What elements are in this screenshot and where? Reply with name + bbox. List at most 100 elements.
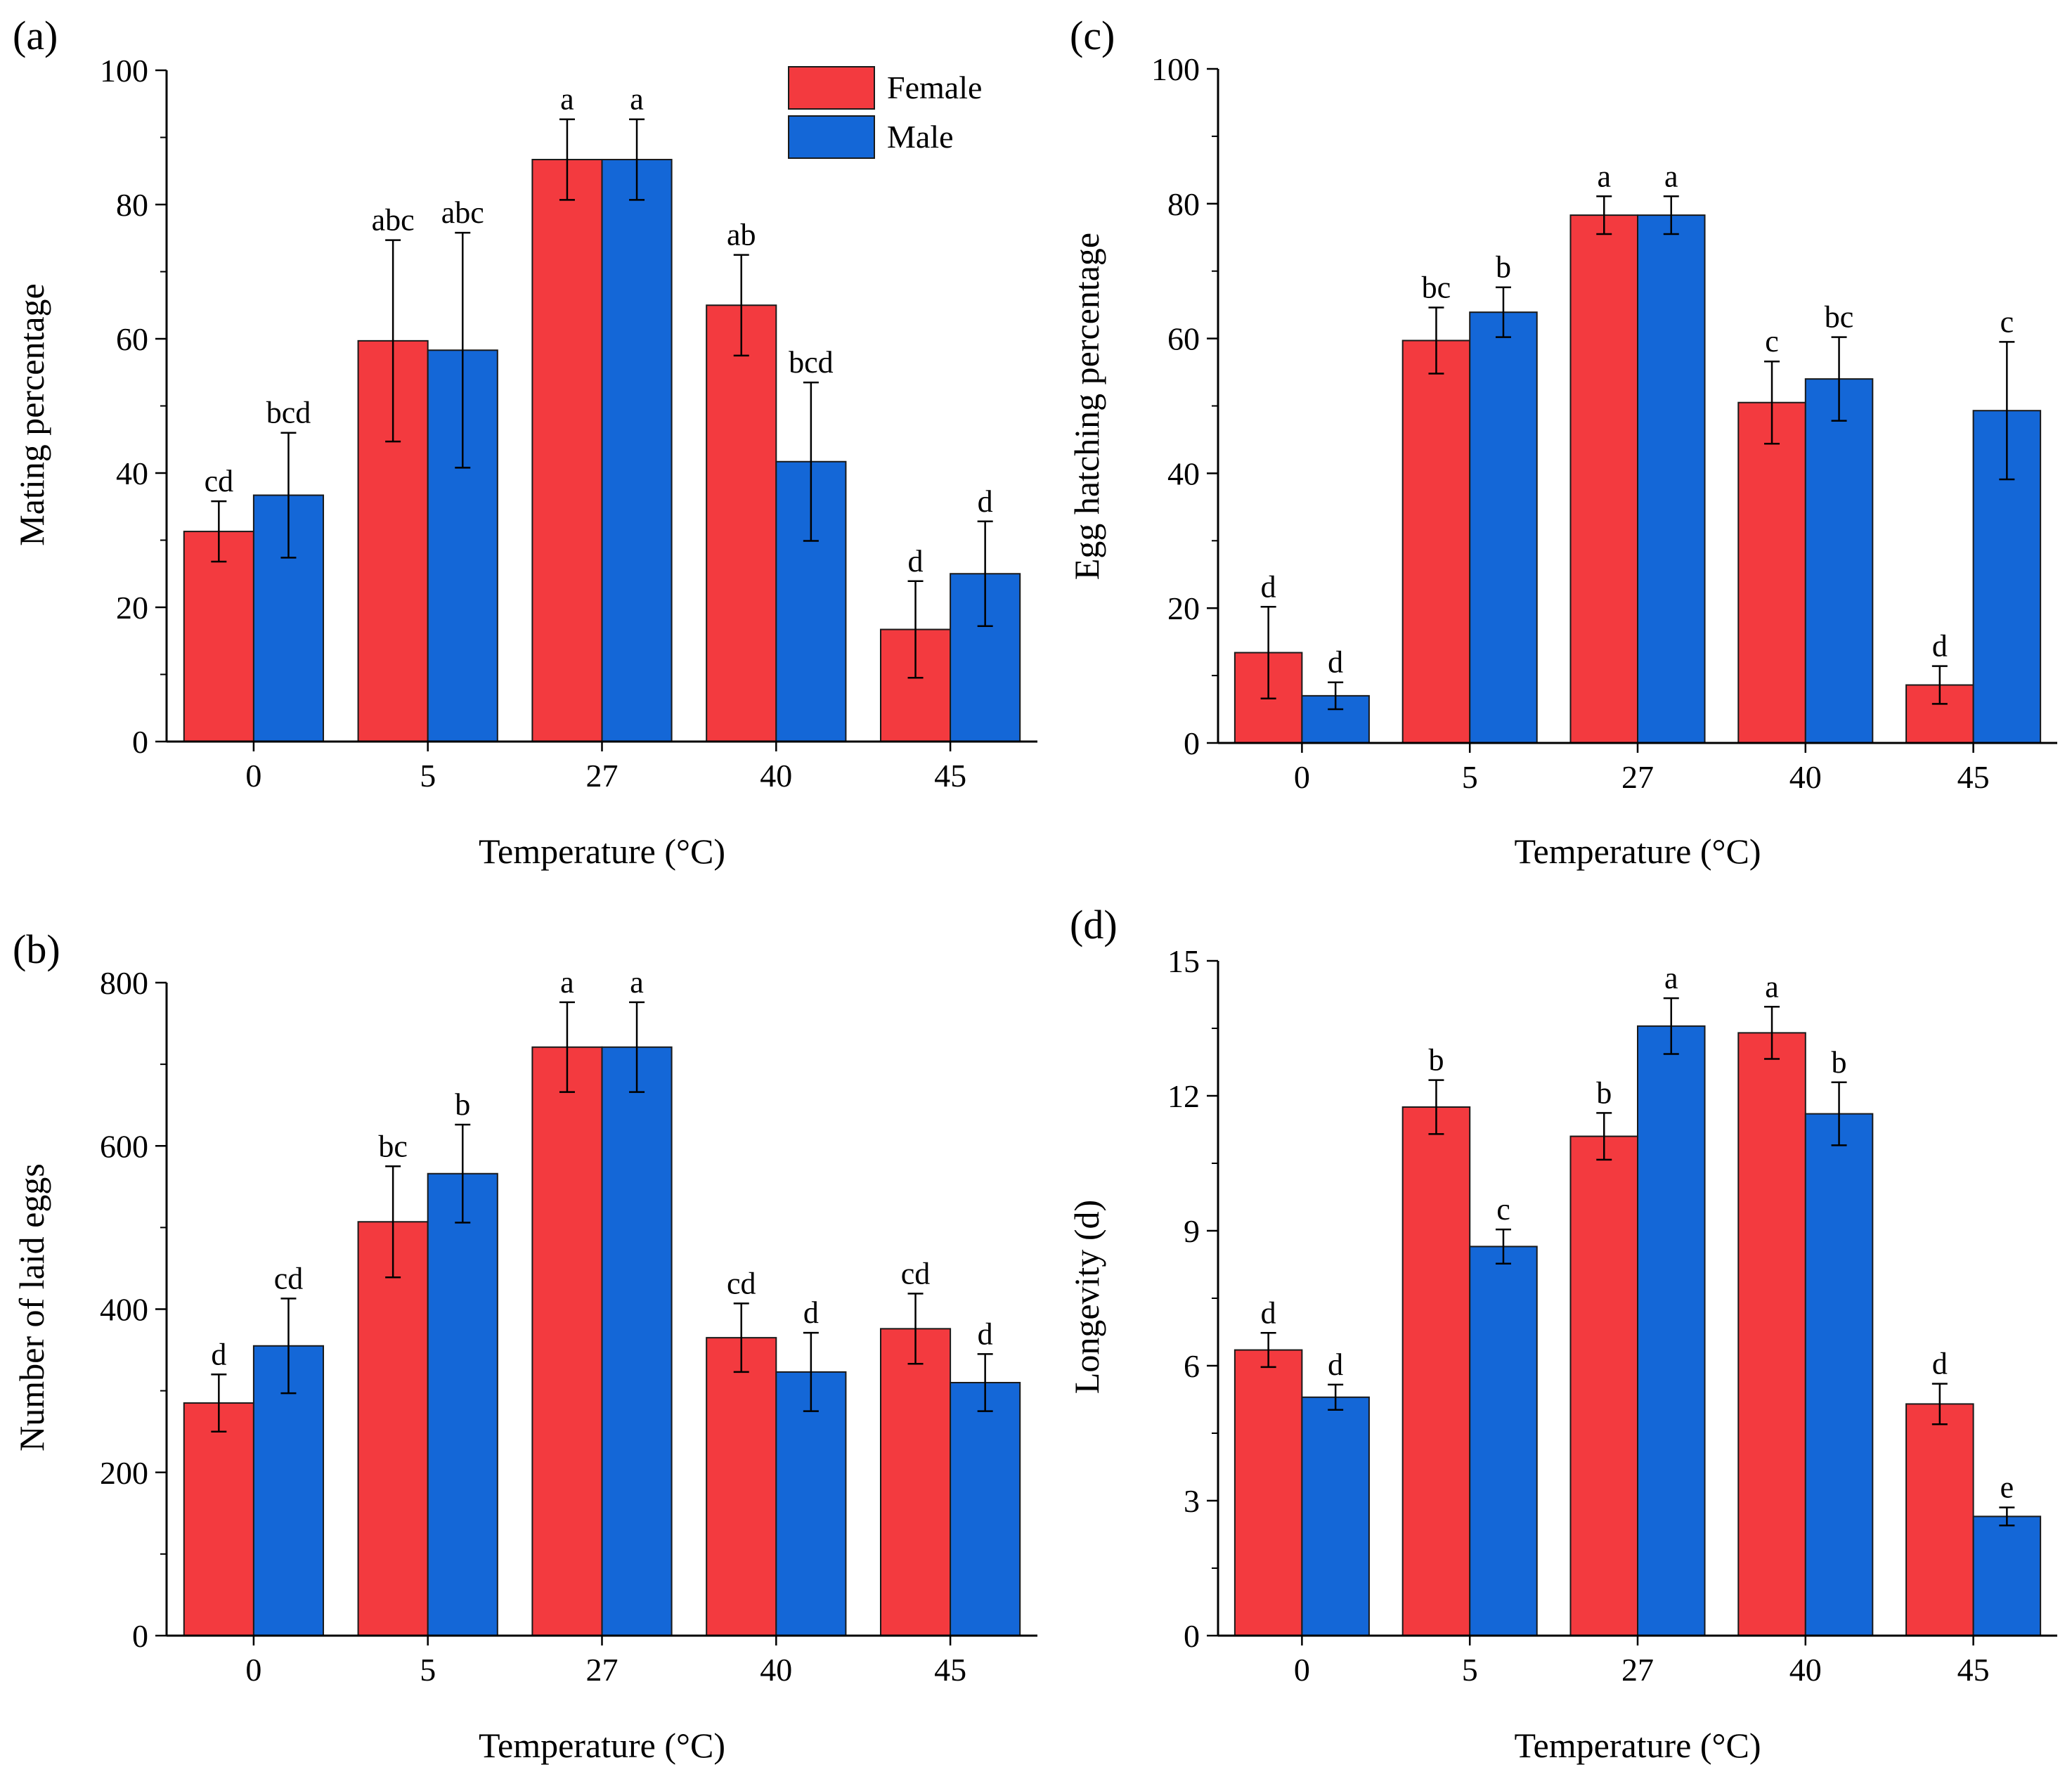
bar-female-27 xyxy=(1569,214,1638,744)
significance-letter-male-40: bc xyxy=(1825,300,1854,335)
significance-letter-female-5: bc xyxy=(378,1129,408,1163)
significance-letter-female-40: ab xyxy=(727,218,756,252)
significance-letter-male-27: a xyxy=(1664,159,1678,193)
bar-female-27 xyxy=(1569,1135,1638,1636)
y-tick-label-9: 9 xyxy=(1184,1213,1200,1249)
x-tick-label-5: 5 xyxy=(420,758,436,794)
significance-letter-female-27: a xyxy=(560,82,574,117)
x-tick-label-45: 45 xyxy=(934,1652,966,1688)
x-tick-label-5: 5 xyxy=(420,1652,436,1688)
y-tick-label-3: 3 xyxy=(1184,1483,1200,1519)
bar-female-0 xyxy=(183,531,254,743)
y-tick-label-6: 6 xyxy=(1184,1348,1200,1384)
bar-male-0 xyxy=(1301,1396,1370,1637)
y-tick-label-60: 60 xyxy=(116,321,148,357)
x-tick-label-5: 5 xyxy=(1462,759,1478,795)
significance-letter-female-0: d xyxy=(1261,569,1276,604)
legend-swatch-female xyxy=(788,66,875,110)
y-axis-title: Egg hatching percentage xyxy=(1067,233,1106,580)
significance-letter-male-27: a xyxy=(630,82,644,117)
y-tick-label-0: 0 xyxy=(1184,1618,1200,1654)
significance-letter-male-5: b xyxy=(1496,250,1511,285)
legend-label-female: Female xyxy=(887,70,982,105)
significance-letter-male-5: b xyxy=(455,1087,470,1122)
bar-female-0 xyxy=(1234,1349,1303,1636)
significance-letter-female-27: a xyxy=(1597,159,1611,193)
significance-letter-female-0: d xyxy=(211,1337,226,1371)
y-axis-title: Number of laid eggs xyxy=(12,1163,51,1451)
panel-b: d cd 0 bc b 5 a a 27 cd d 40 cd d 45 0 200 400 600 800 Tempe… xyxy=(12,926,1037,1765)
significance-letter-female-0: cd xyxy=(205,464,234,498)
x-tick-label-0: 0 xyxy=(245,1652,261,1688)
significance-letter-female-27: b xyxy=(1596,1075,1612,1110)
x-tick-label-40: 40 xyxy=(760,758,792,794)
bar-male-5 xyxy=(427,1172,498,1637)
bar-male-5 xyxy=(1469,311,1538,744)
bar-female-45 xyxy=(1905,1403,1974,1637)
bar-male-40 xyxy=(775,1371,847,1636)
bar-male-27 xyxy=(601,159,673,742)
significance-letter-female-5: b xyxy=(1428,1043,1444,1078)
significance-letter-male-45: d xyxy=(978,484,993,519)
x-tick-label-40: 40 xyxy=(760,1652,792,1688)
significance-letter-male-27: a xyxy=(1664,961,1678,995)
significance-letter-male-0: d xyxy=(1328,645,1343,680)
x-tick-label-0: 0 xyxy=(1294,1652,1310,1688)
x-tick-label-45: 45 xyxy=(934,758,966,794)
bar-female-40 xyxy=(1737,401,1806,744)
y-axis-title: Longevity (d) xyxy=(1067,1200,1106,1394)
panel-label: (c) xyxy=(1070,13,1115,58)
x-axis-title: Temperature (°C) xyxy=(1514,832,1761,871)
bar-female-45 xyxy=(879,1328,952,1636)
bar-female-40 xyxy=(706,304,777,742)
significance-letter-female-45: d xyxy=(908,544,924,578)
y-tick-label-15: 15 xyxy=(1167,943,1200,979)
significance-letter-female-27: a xyxy=(560,965,574,1000)
y-tick-label-40: 40 xyxy=(1167,455,1200,491)
bar-male-5 xyxy=(1469,1246,1538,1636)
y-tick-label-0: 0 xyxy=(1184,725,1200,761)
panel-label: (b) xyxy=(13,926,60,972)
legend-swatch-male xyxy=(788,115,875,159)
bar-male-27 xyxy=(601,1046,673,1636)
significance-letter-female-45: d xyxy=(1932,629,1948,664)
y-tick-label-20: 20 xyxy=(116,590,148,626)
bar-male-0 xyxy=(252,1345,325,1636)
x-axis-title: Temperature (°C) xyxy=(479,832,725,871)
x-tick-label-27: 27 xyxy=(1621,759,1654,795)
bar-female-27 xyxy=(531,159,603,742)
significance-letter-male-0: d xyxy=(1328,1347,1343,1382)
legend-label-male: Male xyxy=(887,119,954,155)
x-tick-label-40: 40 xyxy=(1789,1652,1822,1688)
significance-letter-female-40: a xyxy=(1765,969,1779,1004)
significance-letter-female-45: d xyxy=(1932,1347,1948,1381)
bar-female-5 xyxy=(357,1221,429,1636)
bar-male-27 xyxy=(1637,214,1706,744)
y-tick-label-0: 0 xyxy=(132,724,148,760)
bar-female-5 xyxy=(1401,1106,1471,1636)
significance-letter-male-45: e xyxy=(2000,1470,2014,1505)
significance-letter-male-40: d xyxy=(803,1295,819,1330)
y-tick-label-40: 40 xyxy=(116,455,148,491)
y-tick-label-20: 20 xyxy=(1167,590,1200,626)
y-tick-label-60: 60 xyxy=(1167,321,1200,357)
x-axis-title: Temperature (°C) xyxy=(479,1726,725,1765)
significance-letter-female-40: cd xyxy=(727,1266,756,1300)
bar-male-45 xyxy=(1972,1515,2042,1636)
bar-female-27 xyxy=(531,1046,603,1636)
x-tick-label-45: 45 xyxy=(1957,1652,1990,1688)
bar-female-5 xyxy=(1401,339,1471,744)
panel-c: d d 0 bc b 5 a a 27 c bc 40 d c 45 0 20 40 60 80 100 Temperat… xyxy=(1067,13,2057,871)
significance-letter-male-45: d xyxy=(978,1317,993,1351)
y-tick-label-800: 800 xyxy=(100,965,148,1001)
significance-letter-female-45: cd xyxy=(901,1256,931,1291)
significance-letter-male-40: b xyxy=(1832,1045,1847,1080)
y-tick-label-600: 600 xyxy=(100,1128,148,1164)
y-tick-label-100: 100 xyxy=(100,53,148,89)
bar-male-40 xyxy=(1804,378,1874,744)
y-tick-label-0: 0 xyxy=(132,1618,148,1654)
x-tick-label-5: 5 xyxy=(1462,1652,1478,1688)
y-tick-label-80: 80 xyxy=(116,187,148,223)
